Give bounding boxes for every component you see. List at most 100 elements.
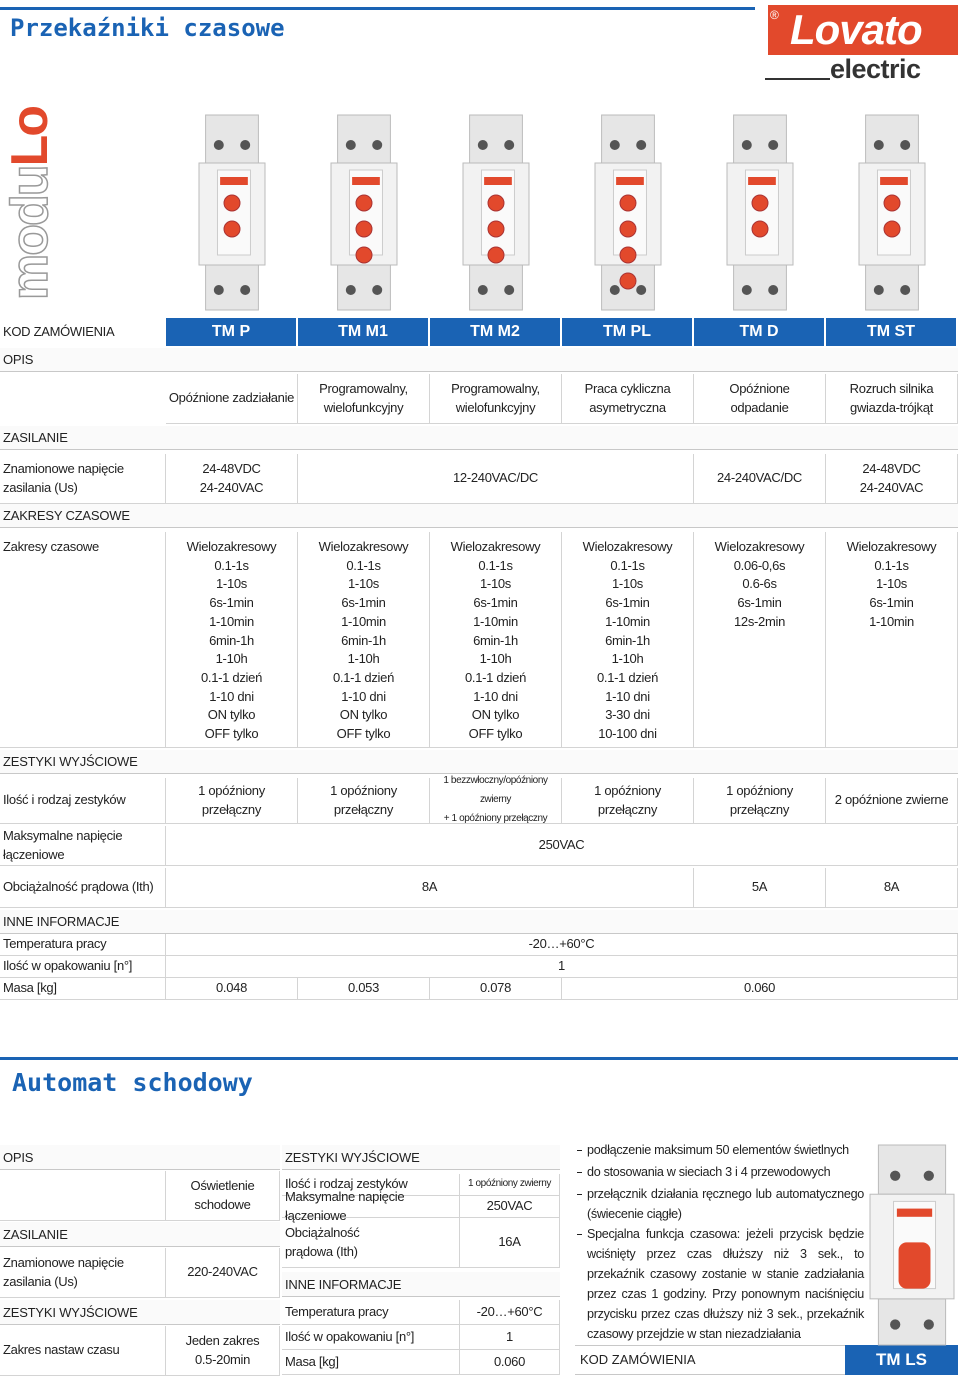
text-line: 1-10min: [341, 613, 386, 629]
device-part: [487, 246, 505, 264]
device-part: [345, 285, 356, 295]
text-line: 6min-1h: [341, 632, 386, 648]
logo-box: [768, 5, 958, 55]
text-line: Znamionowe napięcie: [3, 460, 124, 476]
logo-sub: electric: [830, 54, 921, 84]
text-line: 0.053: [347, 980, 380, 996]
device-part: [880, 177, 908, 185]
section-header: ZESTYKI WYJŚCIOWE: [0, 1300, 280, 1325]
text-line: 1 bezzwłoczny/opóźniony zwierny: [443, 775, 548, 806]
bullet: [577, 1194, 582, 1195]
text-line: 1-10 dni: [341, 688, 386, 704]
text-line: Wielozakresowy: [186, 539, 277, 554]
text-line: Temperatura pracy: [3, 936, 107, 952]
device-part: [609, 140, 620, 150]
device-part: [504, 285, 515, 295]
text-line: 0.1-1 dzień: [200, 669, 263, 685]
device-part: [900, 140, 911, 150]
text-line: 5A: [751, 879, 768, 895]
text-line: 12-240VAC/DC: [452, 470, 539, 486]
device-part: [883, 220, 901, 238]
text-line: 1 opóźniony: [198, 782, 265, 798]
device-part: [744, 169, 779, 256]
text-line: 8A: [883, 879, 900, 895]
row-label: Znamionowe napięcie zasilania (Us): [0, 454, 166, 504]
text-line: 1 opóźniony: [726, 782, 793, 798]
text-line: 0.1-1 dzień: [464, 669, 527, 685]
text-line: Temperatura pracy: [285, 1303, 389, 1319]
device-part: [873, 140, 884, 150]
note: Specjalna funkcja czasowa: jeżeli przyci…: [587, 1227, 864, 1341]
device-part: [352, 177, 380, 185]
text-line: przełączny: [597, 801, 658, 817]
text-line: Wielozakresowy: [318, 539, 409, 554]
table-cell: 1 opóźniony przełączny: [298, 778, 430, 824]
row-label: Ilość i rodzaj zestyków: [282, 1174, 460, 1196]
device-part: [462, 162, 530, 266]
model-bar: [166, 318, 958, 346]
table-cell: Praca cykliczna asymetryczna: [562, 374, 694, 424]
text-line: ON tylko: [471, 707, 520, 723]
text-line: wielofunkcyjny: [323, 399, 404, 415]
text-line: 0.078: [479, 980, 512, 996]
device-part: [768, 140, 779, 150]
text-line: 6s-1min: [341, 595, 386, 611]
table-cell: 0.053: [298, 978, 430, 1000]
table-cell: Wielozakresowy 0.1-1s 1-10s 6s-1min 1-10min 6…: [430, 532, 562, 748]
table-cell: 16A: [460, 1218, 560, 1268]
device-part: [345, 140, 356, 150]
table-cell: 0.048: [166, 978, 298, 1000]
device-part: [873, 285, 884, 295]
text-line: 6s-1min: [605, 595, 650, 611]
text-line: Wielozakresowy: [714, 539, 805, 554]
device-part: [372, 285, 383, 295]
device-part: [223, 194, 241, 212]
device-part: [469, 264, 523, 311]
table-cell: Wielozakresowy 0.1-1s 1-10s 6s-1min 1-10min: [826, 532, 958, 748]
text-line: przełączny: [729, 801, 790, 817]
text-line: 1-10min: [869, 613, 914, 629]
text-line: ON tylko: [339, 707, 388, 723]
device-part: [890, 1319, 901, 1330]
section-header: ZASILANIE: [0, 1222, 280, 1247]
device-part: [601, 114, 655, 164]
table-cell: 1: [460, 1325, 560, 1350]
text-line: gwiazda-trójkąt: [850, 399, 933, 415]
device-part: [900, 285, 911, 295]
device-part: [923, 1319, 934, 1330]
text-line: 24-48VDC: [862, 460, 921, 476]
top-rule: [0, 7, 755, 10]
device-part: [877, 1144, 947, 1195]
text-line: 250VAC: [538, 837, 585, 853]
text-line: 6s-1min: [869, 595, 914, 611]
text-line: 1-10s: [875, 576, 908, 592]
device-part: [240, 140, 251, 150]
text-line: 0.6-6s: [742, 576, 777, 592]
device-part: [487, 220, 505, 238]
device-part: [733, 264, 787, 311]
table-cell: 24-240VAC/DC: [694, 454, 826, 504]
text-line: Opóźnione: [729, 380, 790, 396]
table-cell: Jeden zakres 0.5-20min: [166, 1326, 280, 1376]
row-label: Temperatura pracy: [0, 934, 166, 956]
device-part: [477, 140, 488, 150]
logo-rule: [765, 78, 830, 80]
text-line: Obciążalność: [285, 1224, 360, 1240]
model-name: TM D: [694, 318, 826, 346]
text-line: 0.1-1s: [610, 557, 645, 573]
text-line: Masa [kg]: [285, 1353, 339, 1369]
text-line: 1-10h: [215, 651, 248, 667]
text-line: 1-10 dni: [209, 688, 254, 704]
row-label: Obciążalność prądowa (Ith): [0, 868, 166, 908]
text-line: 1-10 dni: [473, 688, 518, 704]
device-part: [751, 220, 769, 238]
table-cell: Wielozakresowy 0.1-1s 1-10s 6s-1min 1-10min 6…: [298, 532, 430, 748]
text-line: 0.1-1s: [346, 557, 381, 573]
device-part: [876, 169, 911, 256]
device-part: [616, 177, 644, 185]
table-cell: Wielozakresowy 0.1-1s 1-10s 6s-1min 1-10min 6…: [166, 532, 298, 748]
text-line: Zakresy czasowe: [3, 539, 99, 554]
text-line: 8A: [421, 879, 438, 895]
text-line: 1-10min: [209, 613, 254, 629]
device-part: [877, 1298, 947, 1346]
